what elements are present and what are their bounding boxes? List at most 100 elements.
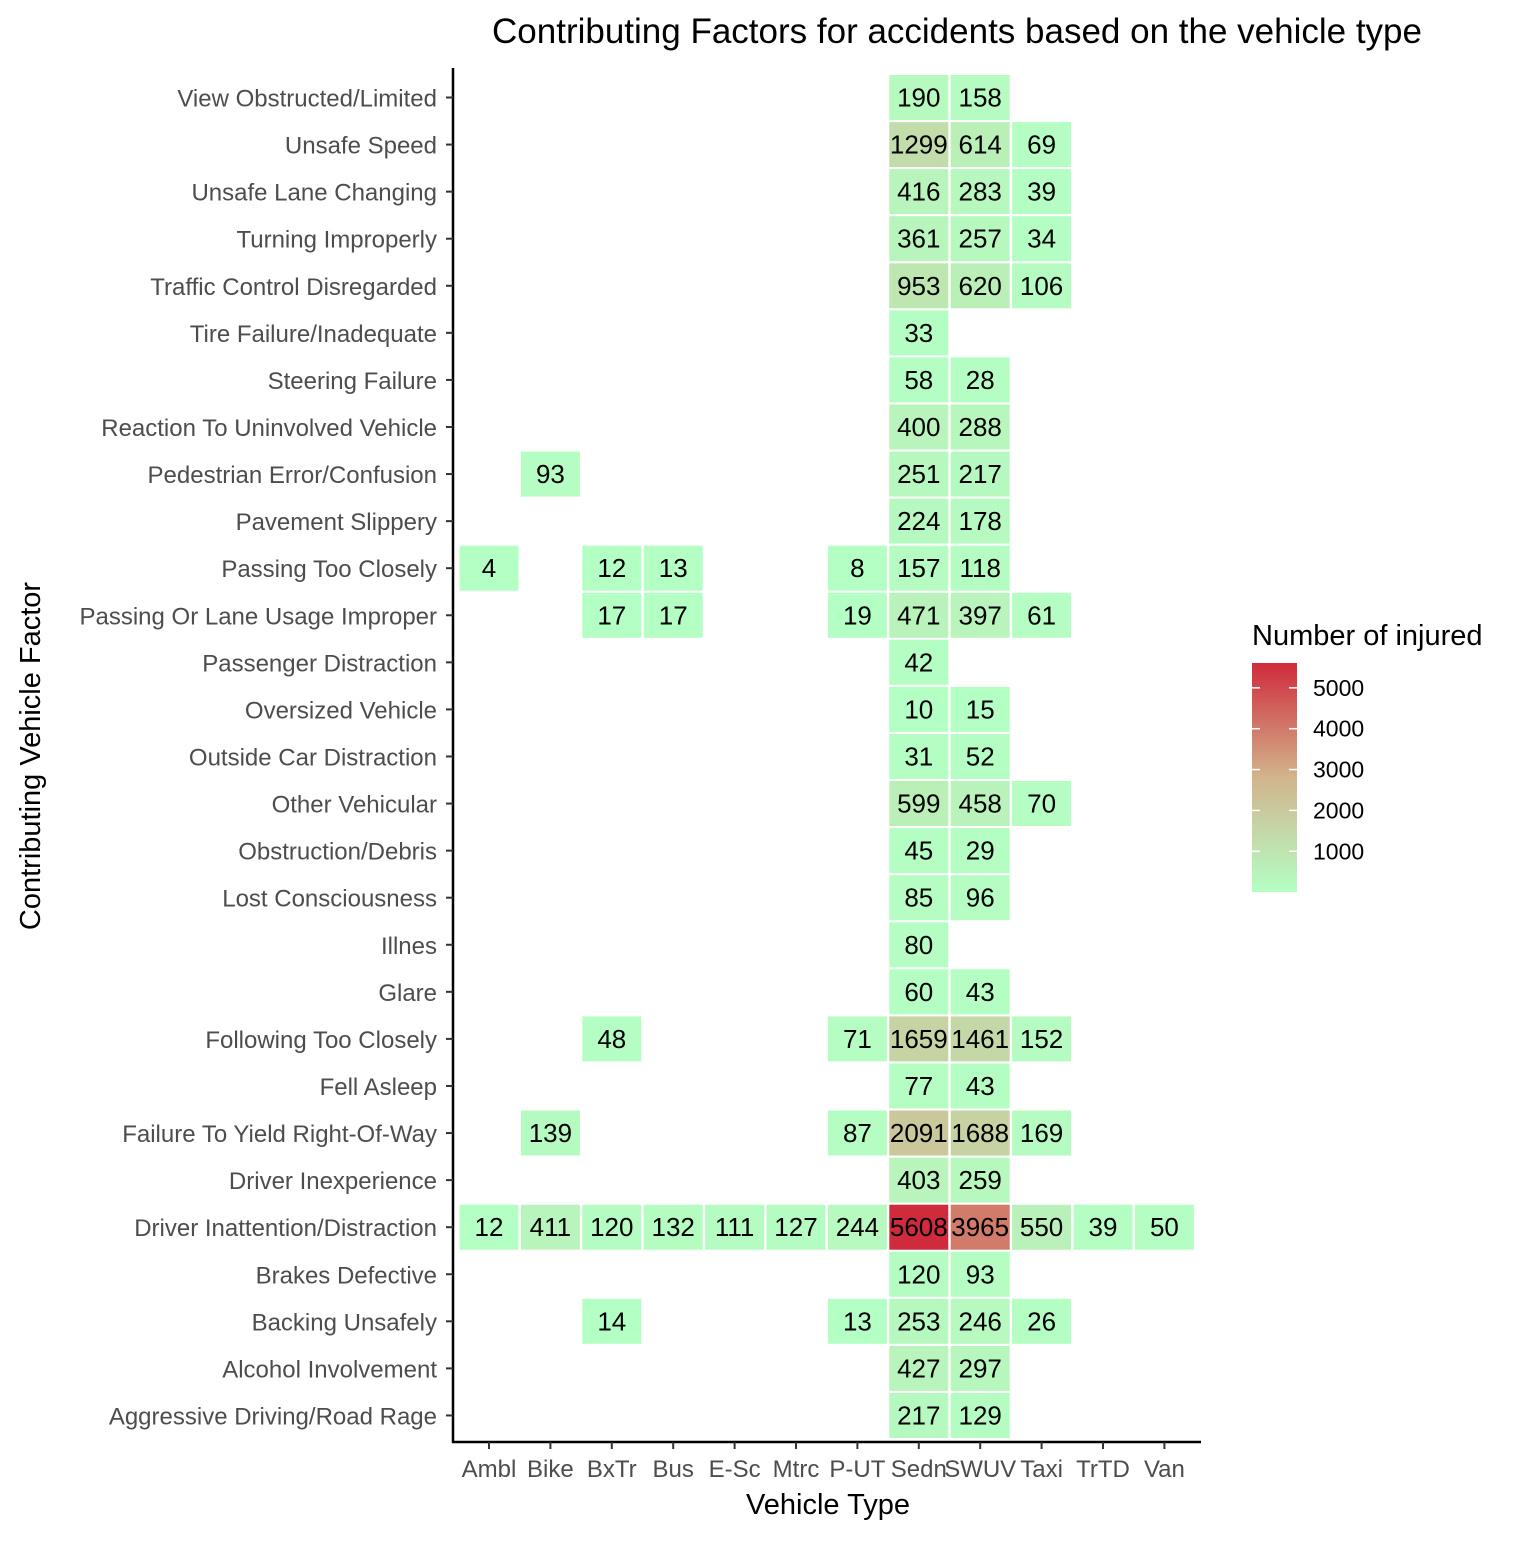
heatmap-cell-driver-inattention-distraction-mtrc (765, 1203, 827, 1251)
y-tick-label: Unsafe Speed (285, 133, 437, 160)
y-tick-label: Passing Or Lane Usage Improper (79, 603, 437, 630)
x-tick-label: TrTD (1076, 1456, 1130, 1483)
heatmap-cell-passing-or-lane-usage-improper-swuv (949, 591, 1011, 639)
cell-value-label: 69 (1027, 130, 1056, 160)
cell-value-label: 217 (897, 1401, 940, 1431)
cell-value-label: 178 (959, 506, 1002, 536)
heatmap-cell-driver-inattention-distraction-trtd (1072, 1203, 1134, 1251)
heatmap-cell-driver-inexperience-sedn (888, 1156, 950, 1204)
heatmap-cell-glare-sedn (888, 968, 950, 1016)
heatmap-cell-passing-too-closely-ambl (458, 544, 520, 592)
x-tick-label: SWUV (944, 1456, 1016, 1483)
y-tick-label: Driver Inattention/Distraction (134, 1215, 437, 1242)
cell-value-label: 2091 (890, 1118, 948, 1148)
y-tick-label: Oversized Vehicle (245, 697, 437, 724)
cell-value-label: 19 (843, 600, 872, 630)
heatmap-cell-alcohol-involvement-sedn (888, 1344, 950, 1392)
heatmap-cell-failure-to-yield-right-of-way-swuv (949, 1109, 1011, 1157)
x-tick-label: Ambl (462, 1456, 517, 1483)
y-tick-label: Traffic Control Disregarded (150, 274, 437, 301)
cell-value-label: 416 (897, 177, 940, 207)
heatmap-cell-driver-inattention-distraction-bus (642, 1203, 704, 1251)
cell-value-label: 411 (530, 1212, 571, 1242)
cell-value-label: 244 (836, 1212, 879, 1242)
cell-value-label: 13 (659, 553, 688, 583)
cell-value-label: 397 (959, 600, 1002, 630)
cell-value-label: 169 (1020, 1118, 1063, 1148)
x-tick-label: Sedn (891, 1456, 947, 1483)
heatmap-cell-other-vehicular-sedn (888, 780, 950, 827)
heatmap-cell-unsafe-speed-taxi (1011, 121, 1073, 169)
heatmap-cell-view-obstructed-limited-swuv (949, 74, 1011, 121)
cell-value-label: 288 (959, 412, 1002, 442)
y-tick-label: Driver Inexperience (229, 1168, 437, 1195)
cell-value-label: 13 (843, 1306, 872, 1336)
cell-value-label: 224 (897, 506, 940, 536)
cell-value-label: 246 (959, 1306, 1002, 1336)
heatmap-cell-failure-to-yield-right-of-way-taxi (1011, 1109, 1073, 1157)
cell-value-label: 39 (1027, 177, 1056, 207)
cell-value-label: 26 (1027, 1306, 1056, 1336)
cell-value-label: 17 (597, 600, 626, 630)
heatmap-cell-following-too-closely-p-ut (826, 1015, 888, 1063)
heatmap-cell-turning-improperly-taxi (1011, 215, 1073, 263)
cell-value-label: 60 (904, 977, 933, 1007)
heatmap-cell-failure-to-yield-right-of-way-p-ut (826, 1109, 888, 1157)
y-tick-label: View Obstructed/Limited (177, 86, 437, 113)
cell-value-label: 158 (959, 83, 1002, 113)
heatmap-cell-failure-to-yield-right-of-way-bike (519, 1109, 581, 1157)
x-tick-label: Bike (527, 1456, 574, 1483)
x-tick-label: Bus (653, 1456, 694, 1483)
legend-tick-label: 5000 (1313, 675, 1364, 701)
y-tick-label: Turning Improperly (236, 227, 437, 254)
heatmap-cell-passing-or-lane-usage-improper-sedn (888, 591, 950, 639)
legend-tick-label: 2000 (1313, 797, 1364, 823)
heatmap-cell-oversized-vehicle-swuv (949, 685, 1011, 733)
heatmap-cell-passing-or-lane-usage-improper-bus (642, 591, 704, 639)
cell-value-label: 48 (597, 1024, 626, 1054)
cell-value-label: 1659 (890, 1024, 948, 1054)
cell-value-label: 1461 (951, 1024, 1009, 1054)
x-tick-label: Mtrc (773, 1456, 820, 1483)
cell-value-label: 111 (715, 1212, 755, 1242)
cell-value-label: 458 (959, 789, 1002, 819)
heatmap-cell-steering-failure-swuv (949, 356, 1011, 404)
cell-value-label: 4 (482, 553, 496, 583)
cell-value-label: 34 (1027, 224, 1056, 254)
legend-color-bar (1252, 663, 1297, 892)
x-tick-label: P-UT (829, 1456, 885, 1483)
cell-value-label: 28 (966, 365, 995, 395)
cell-value-label: 15 (966, 694, 995, 724)
y-tick-label: Following Too Closely (205, 1027, 437, 1054)
cell-value-label: 1299 (890, 130, 948, 160)
heatmap-cell-other-vehicular-swuv (949, 780, 1011, 827)
heatmap-cell-unsafe-speed-sedn (888, 121, 950, 169)
heatmap-cell-outside-car-distraction-sedn (888, 733, 950, 780)
cell-value-label: 5608 (890, 1212, 948, 1242)
x-tick-label: BxTr (587, 1456, 637, 1483)
heatmap-cell-passenger-distraction-sedn (888, 638, 950, 686)
cell-value-label: 43 (966, 977, 995, 1007)
cell-value-label: 550 (1020, 1212, 1063, 1242)
cell-value-label: 8 (850, 553, 864, 583)
heatmap-cell-passing-or-lane-usage-improper-taxi (1011, 591, 1073, 639)
heatmap-cell-backing-unsafely-taxi (1011, 1297, 1073, 1345)
heatmap-cell-backing-unsafely-swuv (949, 1297, 1011, 1345)
y-tick-label: Reaction To Uninvolved Vehicle (101, 415, 437, 442)
y-tick-label: Backing Unsafely (252, 1309, 437, 1336)
cell-value-label: 152 (1020, 1024, 1063, 1054)
heatmap-cell-reaction-to-uninvolved-vehicle-swuv (949, 403, 1011, 451)
cell-value-label: 70 (1027, 789, 1056, 819)
heatmap-cell-unsafe-lane-changing-taxi (1011, 168, 1073, 216)
heatmap-cell-pavement-slippery-sedn (888, 497, 950, 545)
cell-value-label: 12 (597, 553, 626, 583)
heatmap-cell-pedestrian-error-confusion-sedn (888, 450, 950, 498)
heatmap-cell-unsafe-lane-changing-swuv (949, 168, 1011, 216)
heatmap-cell-lost-consciousness-sedn (888, 874, 950, 922)
y-tick-label: Alcohol Involvement (222, 1356, 437, 1383)
cell-value-label: 58 (904, 365, 933, 395)
cell-value-label: 403 (897, 1165, 940, 1195)
cell-value-label: 80 (904, 930, 933, 960)
y-tick-label: Unsafe Lane Changing (191, 180, 437, 207)
